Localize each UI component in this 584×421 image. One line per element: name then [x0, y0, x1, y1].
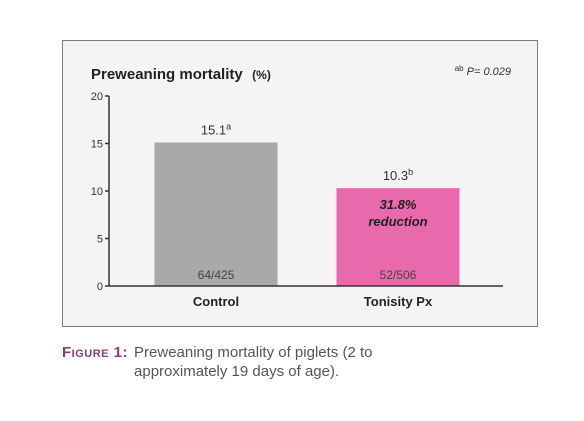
- category-label-1: Tonisity Px: [364, 294, 433, 309]
- bar-1: [336, 188, 460, 286]
- chart-panel: Preweaning mortality (%) ab P= 0.029 0 5 1…: [62, 40, 538, 327]
- y-tick-label-4: 20: [91, 91, 103, 103]
- p-value-text: P= 0.029: [467, 66, 511, 78]
- y-tick-label-1: 5: [97, 234, 103, 246]
- chart-title-unit: (%): [252, 68, 271, 82]
- reduction-word: reduction: [368, 214, 427, 229]
- figure-caption: Figure 1: Preweaning mortality of piglets…: [62, 343, 542, 381]
- p-value-superscript: ab: [455, 64, 464, 73]
- chart-title-text: Preweaning mortality: [91, 66, 243, 83]
- count-label-1: 52/506: [380, 268, 417, 282]
- category-label-0: Control: [193, 294, 239, 309]
- y-tick-label-2: 10: [91, 186, 103, 198]
- caption-text: Preweaning mortality of piglets (2 to ap…: [134, 344, 373, 380]
- p-value-note: ab P= 0.029: [455, 62, 511, 78]
- value-label-0: 15.1a: [201, 122, 231, 138]
- chart-title: Preweaning mortality (%): [91, 66, 271, 83]
- bar-chart: Preweaning mortality (%) ab P= 0.029 0 5 1…: [91, 62, 511, 309]
- plot-area: 0 5 10 15 20 Control 15.1a 64/425 Tonisity Px 10.…: [91, 91, 503, 309]
- value-label-1: 10.3b: [383, 167, 413, 183]
- reduction-percent: 31.8%: [380, 197, 417, 212]
- count-label-0: 64/425: [198, 268, 235, 282]
- bar-0: [154, 142, 278, 286]
- y-tick-label-3: 15: [91, 139, 103, 151]
- y-tick-label-0: 0: [97, 281, 103, 293]
- caption-label: Figure 1:: [62, 344, 129, 361]
